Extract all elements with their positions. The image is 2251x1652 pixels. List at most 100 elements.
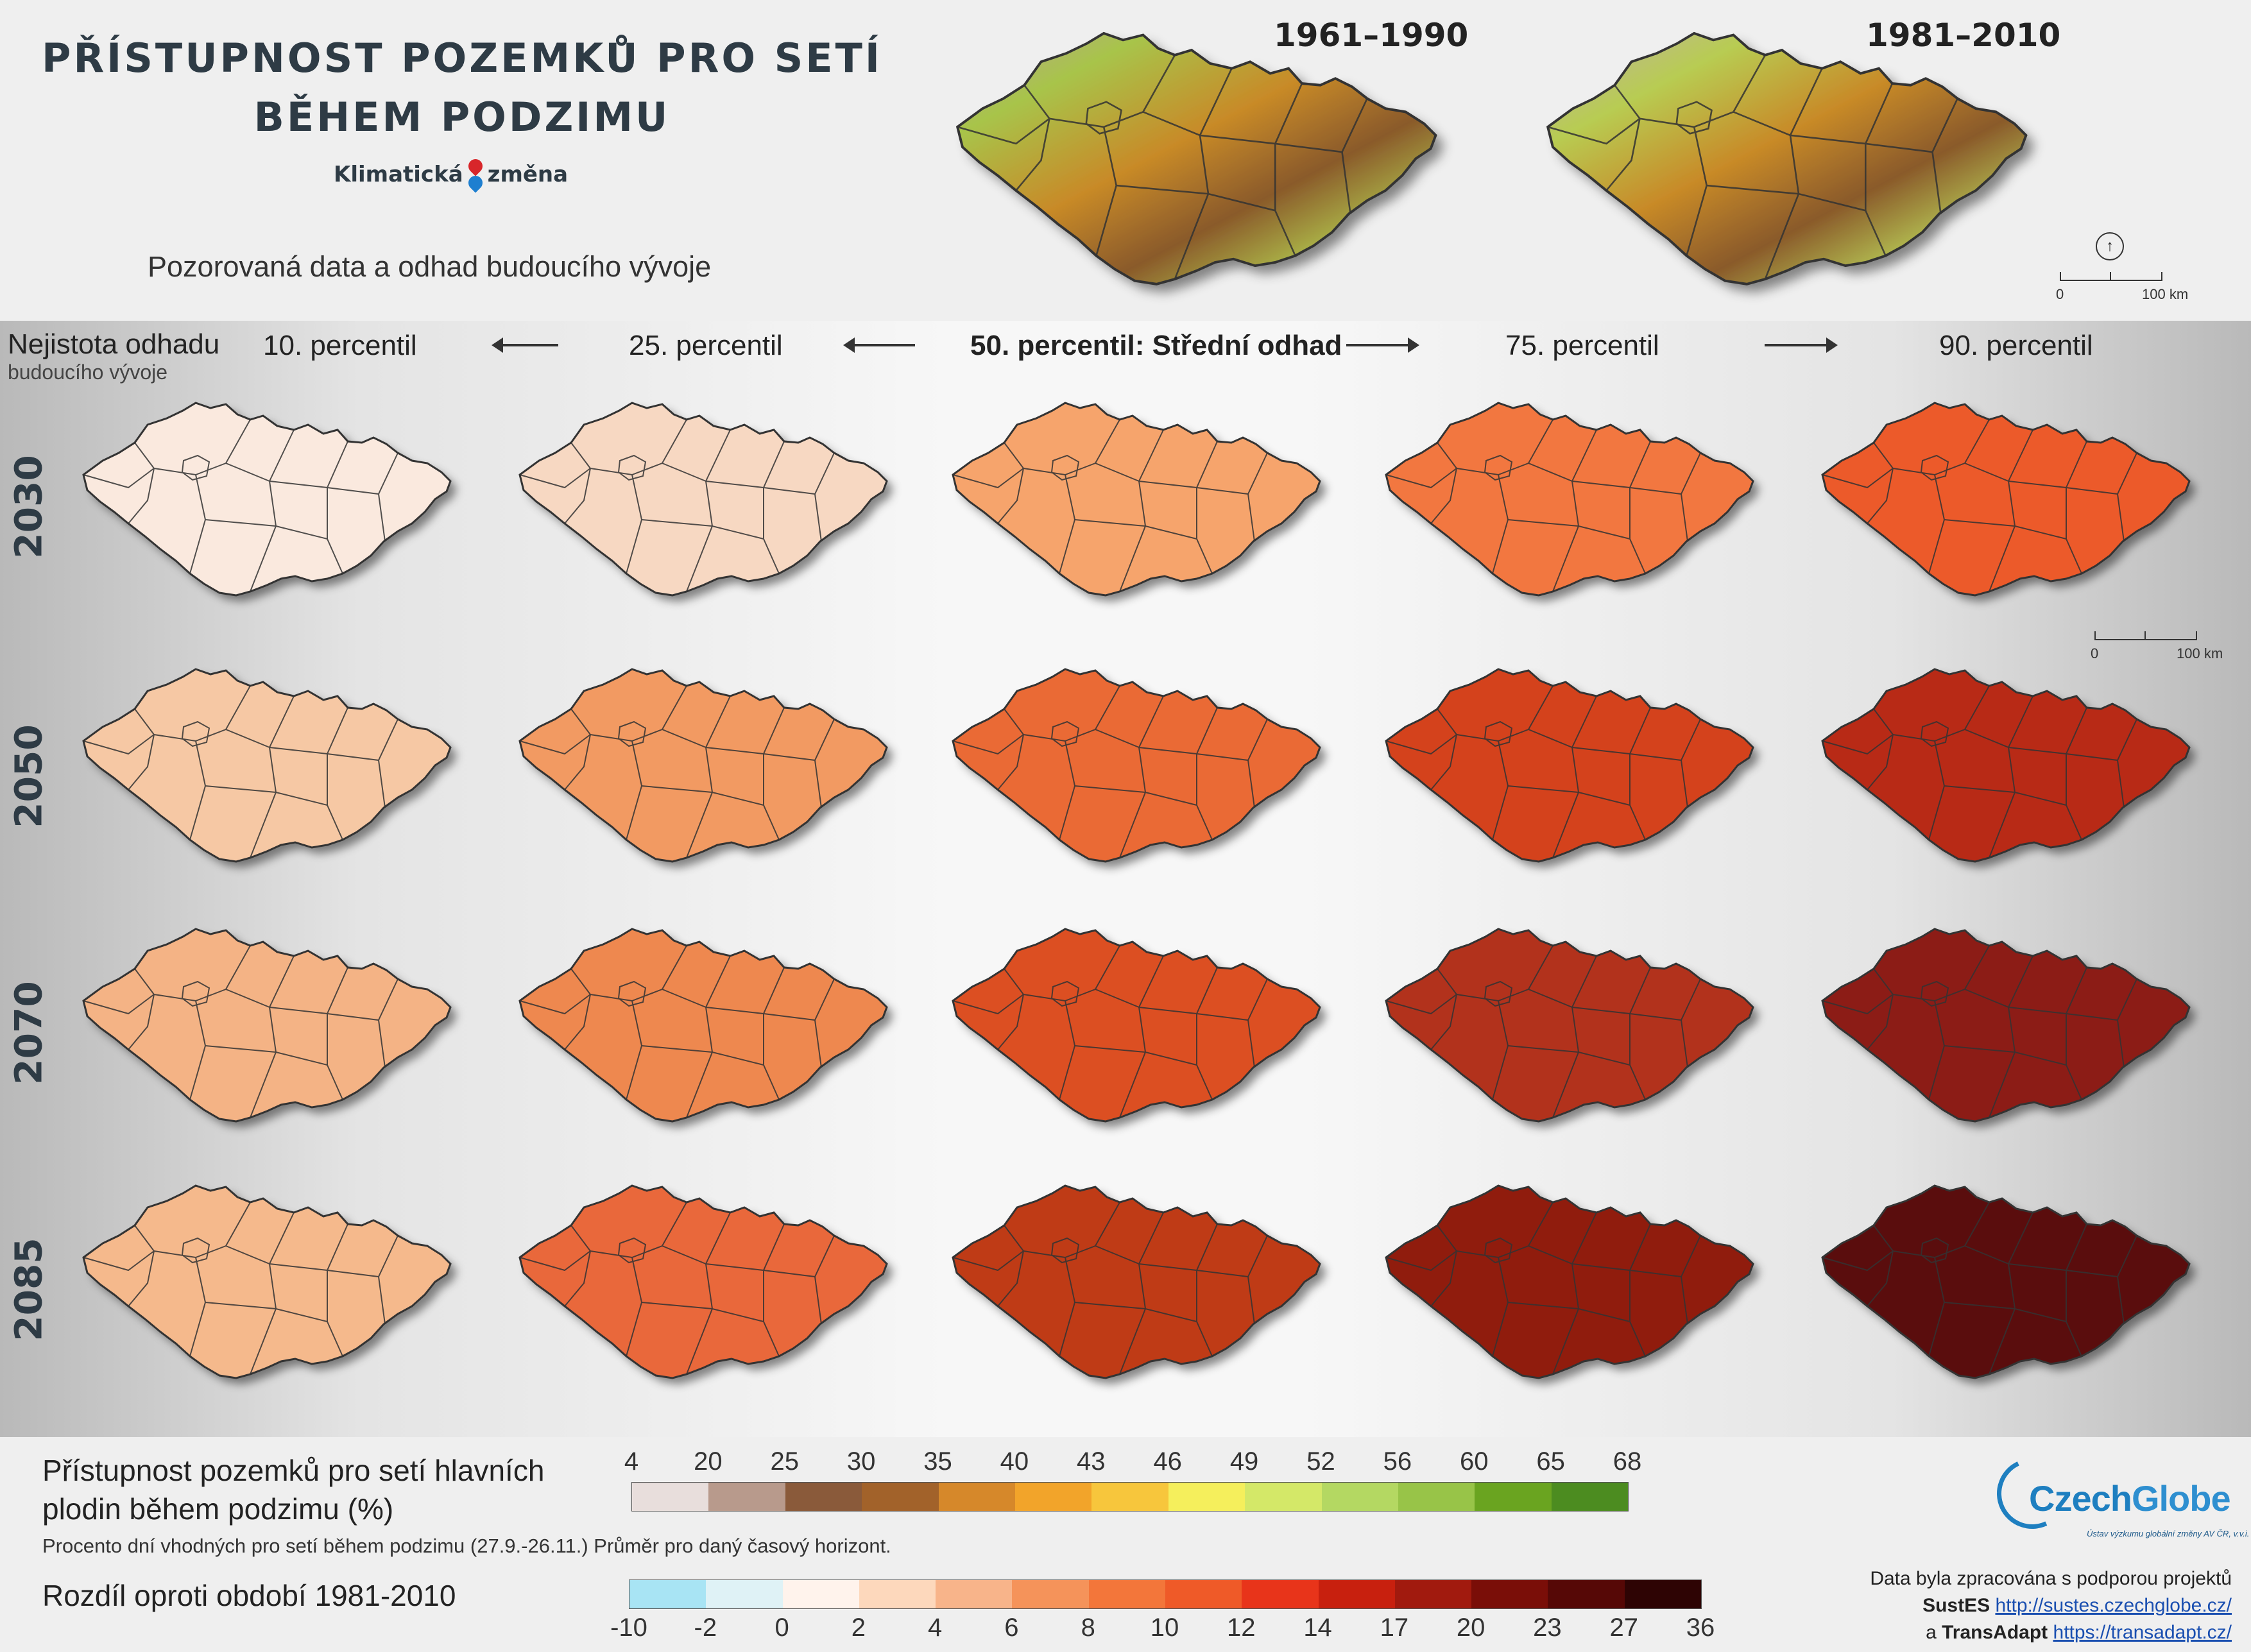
color-swatch: [1245, 1483, 1322, 1511]
drop-icon: [465, 156, 486, 193]
north-arrow-icon: ↑: [2096, 232, 2124, 260]
color-swatch: [938, 1483, 1015, 1511]
legend-tick-label: 20: [694, 1447, 723, 1476]
year-label-2050: 2050: [7, 724, 51, 828]
color-swatch: [1014, 1483, 1092, 1511]
scale-bar-grid: 0 100 km: [2091, 631, 2223, 670]
legend-tick-label: 30: [846, 1447, 876, 1476]
color-swatch: [1398, 1483, 1475, 1511]
color-swatch: [708, 1483, 785, 1511]
legend-tick-label: 27: [1609, 1614, 1638, 1642]
color-swatch: [1091, 1483, 1168, 1511]
projection-map-2050-col2: [494, 635, 918, 898]
color-swatch: [1242, 1580, 1319, 1608]
legend-tick-label: 2: [851, 1614, 866, 1642]
legend-tick-label: 35: [923, 1447, 952, 1476]
color-swatch: [862, 1483, 939, 1511]
projection-map-2050-col5: [1797, 635, 2220, 898]
color-swatch: [632, 1483, 709, 1511]
color-swatch: [1168, 1483, 1245, 1511]
legend-tick-label: 8: [1081, 1614, 1095, 1642]
period-label-1981-2010: 1981–2010: [1866, 17, 2061, 54]
uncertainty-sublabel: budoucího vývoje: [8, 361, 168, 384]
projection-map-2085-col1: [58, 1152, 481, 1415]
klimaticka-zmena-logo: Klimatická změna: [334, 156, 568, 193]
projection-map-2070-col3: [927, 895, 1351, 1158]
projection-map-2085-col4: [1360, 1152, 1784, 1415]
arrow-left-icon: [492, 337, 558, 353]
color-swatch: [1012, 1580, 1089, 1608]
column-label-p75: 75. percentil: [1505, 330, 1659, 361]
projection-map-2085-col2: [494, 1152, 918, 1415]
legend-tick-label: 6: [1004, 1614, 1019, 1642]
color-swatch: [1394, 1580, 1472, 1608]
legend-tick-label: 43: [1077, 1447, 1106, 1476]
legend-tick-label: 20: [1456, 1614, 1485, 1642]
difference-legend-title: Rozdíl oproti období 1981-2010: [42, 1579, 456, 1612]
color-swatch: [1548, 1580, 1625, 1608]
color-swatch: [859, 1580, 936, 1608]
color-swatch: [785, 1483, 862, 1511]
projection-map-2050-col1: [58, 635, 481, 898]
projection-map-2030-col5: [1797, 369, 2220, 632]
legend-tick-label: 0: [775, 1614, 789, 1642]
legend-tick-label: 68: [1613, 1447, 1642, 1476]
color-swatch: [1088, 1580, 1165, 1608]
legend-tick-label: 49: [1229, 1447, 1259, 1476]
arrow-right-icon: [1765, 337, 1838, 353]
column-label-p90: 90. percentil: [1939, 330, 2093, 361]
projection-map-2030-col4: [1360, 369, 1784, 632]
credits: Data byla zpracována s podporou projektů…: [1870, 1568, 2232, 1643]
legend-tick-label: 12: [1227, 1614, 1256, 1642]
projection-map-2030-col3: [927, 369, 1351, 632]
legend-panel: [0, 1437, 2251, 1652]
color-swatch: [782, 1580, 859, 1608]
legend-tick-label: -2: [694, 1614, 717, 1642]
year-label-2085: 2085: [7, 1238, 51, 1341]
color-swatch: [1624, 1580, 1701, 1608]
projection-map-2070-col1: [58, 895, 481, 1158]
legend-tick-label: 14: [1303, 1614, 1332, 1642]
legend-tick-label: 4: [624, 1447, 639, 1476]
subtitle: Pozorovaná data a odhad budoucího vývoje: [148, 250, 712, 283]
column-label-p50: 50. percentil: Střední odhad: [970, 330, 1342, 361]
projection-map-2085-col3: [927, 1152, 1351, 1415]
projection-map-2050-col4: [1360, 635, 1784, 898]
projection-map-2070-col4: [1360, 895, 1784, 1158]
projection-map-2070-col2: [494, 895, 918, 1158]
difference-color-bar: [629, 1580, 1702, 1609]
arrow-right-icon: [1346, 337, 1419, 353]
year-label-2070: 2070: [7, 981, 51, 1085]
legend-tick-label: 23: [1533, 1614, 1562, 1642]
legend-tick-label: 17: [1380, 1614, 1409, 1642]
projection-map-2070-col5: [1797, 895, 2220, 1158]
legend-tick-label: 10: [1150, 1614, 1179, 1642]
sustes-link[interactable]: http://sustes.czechglobe.cz/: [1995, 1595, 2232, 1616]
uncertainty-label: Nejistota odhadu: [8, 328, 220, 360]
transadapt-link[interactable]: https://transadapt.cz/: [2053, 1622, 2232, 1643]
legend-tick-label: 46: [1153, 1447, 1182, 1476]
access-color-bar: [631, 1482, 1629, 1511]
period-label-1961-1990: 1961–1990: [1274, 17, 1469, 54]
legend-tick-label: 4: [928, 1614, 943, 1642]
legend-tick-label: 25: [770, 1447, 800, 1476]
legend-tick-label: 60: [1459, 1447, 1489, 1476]
color-swatch: [1475, 1483, 1552, 1511]
color-swatch: [1318, 1580, 1395, 1608]
projection-map-2085-col5: [1797, 1152, 2220, 1415]
czechglobe-logo: CzechGlobe Ústav výzkumu globální změny …: [1987, 1448, 2249, 1549]
legend-tick-label: 40: [1000, 1447, 1029, 1476]
column-label-p25: 25. percentil: [629, 330, 783, 361]
legend-tick-label: 56: [1383, 1447, 1412, 1476]
color-swatch: [1551, 1483, 1629, 1511]
color-swatch: [1165, 1580, 1242, 1608]
projection-map-2030-col2: [494, 369, 918, 632]
color-swatch: [629, 1580, 706, 1608]
year-label-2030: 2030: [7, 455, 51, 559]
access-legend-note: Procento dní vhodných pro setí během pod…: [42, 1535, 891, 1557]
legend-tick-label: 65: [1536, 1447, 1565, 1476]
color-swatch: [1321, 1483, 1398, 1511]
column-label-p10: 10. percentil: [263, 330, 417, 361]
color-swatch: [1471, 1580, 1548, 1608]
arrow-left-icon: [843, 337, 915, 353]
